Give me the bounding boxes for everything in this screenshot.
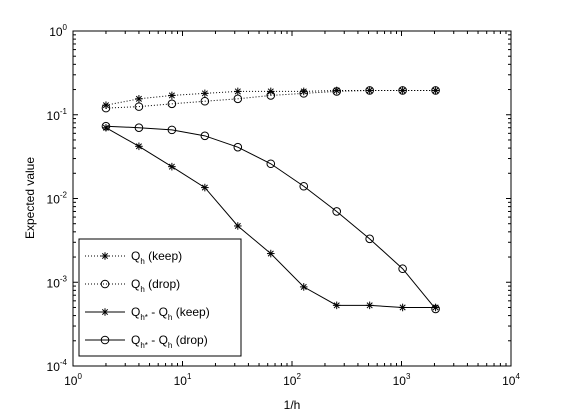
data-point	[234, 87, 242, 96]
x-tick-label: 101	[174, 372, 192, 388]
data-point	[233, 142, 243, 152]
x-axis-label: 1/h	[284, 398, 301, 412]
data-point	[200, 96, 210, 106]
series-line	[105, 89, 436, 109]
legend-marker	[100, 335, 110, 345]
data-point	[398, 86, 407, 95]
legend-label: Qh* - Qh (drop)	[131, 333, 208, 350]
data-point	[365, 86, 374, 95]
data-point	[135, 95, 143, 103]
legend-entry: Qh (drop)	[85, 277, 180, 294]
y-axis-label: Expected value	[23, 157, 37, 239]
legend-label: Qh (keep)	[131, 249, 182, 266]
series-layer	[101, 86, 440, 314]
data-point	[167, 99, 177, 109]
series-line	[105, 125, 436, 310]
data-point	[398, 264, 407, 274]
data-point	[398, 303, 407, 312]
legend-marker	[101, 252, 109, 260]
y-tick-label: 10-2	[47, 191, 68, 207]
data-point	[332, 207, 342, 216]
x-tick-label: 103	[393, 372, 411, 388]
data-point	[365, 301, 374, 310]
data-point	[365, 234, 374, 244]
x-tick-label: 100	[64, 372, 82, 388]
x-tick-label: 104	[502, 372, 520, 388]
data-point	[266, 159, 276, 169]
data-point	[234, 222, 242, 230]
data-point	[168, 162, 176, 171]
data-point	[266, 91, 276, 100]
legend-entry: Qh* - Qh (keep)	[85, 305, 210, 322]
data-point	[233, 94, 243, 104]
data-point	[168, 91, 176, 100]
data-point	[431, 86, 440, 95]
data-point	[101, 121, 111, 131]
data-point	[101, 103, 111, 113]
y-tick-label: 10-3	[47, 274, 68, 290]
series-4	[101, 121, 440, 314]
data-point	[299, 181, 309, 191]
series-3	[102, 123, 440, 312]
data-point	[167, 125, 177, 135]
data-point	[135, 142, 143, 151]
data-point	[134, 123, 144, 133]
data-point	[332, 87, 342, 96]
legend-entry: Qh (keep)	[85, 249, 182, 266]
x-axis-ticks: 100 101 102 103 104	[64, 31, 520, 388]
data-point	[200, 131, 210, 141]
y-tick-label: 100	[49, 23, 67, 39]
data-point	[266, 249, 275, 258]
data-point	[201, 89, 209, 98]
data-point	[332, 86, 341, 95]
y-tick-label: 10-4	[47, 358, 68, 374]
series-2	[101, 86, 440, 113]
legend-entry: Qh* - Qh (drop)	[85, 333, 208, 350]
legend-marker	[101, 308, 109, 316]
y-tick-label: 10-1	[47, 107, 68, 123]
data-point	[299, 283, 308, 291]
legend-label: Qh (drop)	[131, 277, 180, 294]
y-axis-ticks: 100 10-1 10-2 10-3 10-4	[47, 23, 511, 374]
data-point	[299, 89, 309, 98]
data-point	[134, 102, 144, 111]
legend-label: Qh* - Qh (keep)	[131, 305, 210, 322]
data-point	[201, 183, 209, 192]
legend: Qh (keep) Qh (drop) Qh* - Qh (keep) Qh* - Q…	[78, 238, 242, 357]
data-point	[332, 301, 341, 310]
legend-marker	[100, 279, 110, 289]
x-tick-label: 102	[283, 372, 301, 388]
data-point	[431, 304, 440, 314]
